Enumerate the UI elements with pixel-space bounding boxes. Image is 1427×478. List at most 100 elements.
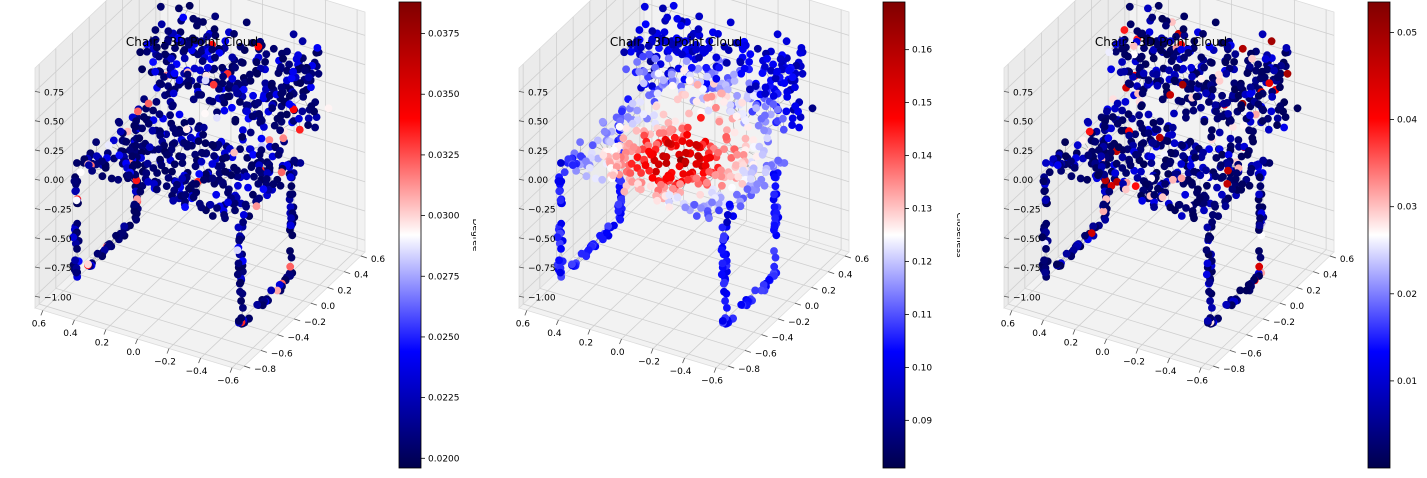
data-point bbox=[1211, 101, 1220, 110]
data-point bbox=[1188, 72, 1196, 81]
data-point bbox=[1083, 117, 1092, 126]
data-point bbox=[155, 52, 163, 61]
data-point bbox=[1148, 13, 1157, 22]
data-point bbox=[741, 116, 750, 125]
data-point bbox=[201, 109, 209, 118]
data-point bbox=[701, 161, 710, 170]
y-tick-mark bbox=[811, 287, 818, 290]
data-point bbox=[1224, 161, 1232, 170]
data-point bbox=[723, 218, 731, 227]
data-point bbox=[1167, 57, 1176, 65]
data-point bbox=[1137, 102, 1146, 111]
z-tick-mark bbox=[518, 120, 525, 123]
data-point bbox=[196, 66, 205, 75]
data-point bbox=[747, 169, 756, 178]
data-point bbox=[257, 134, 266, 143]
chart-panel-degree: Chair - 3D Point Cloud −1.00 −0.75 −0.50 −0… bbox=[0, 0, 476, 478]
z-tick-label: −0.50 bbox=[44, 235, 72, 245]
data-point bbox=[1145, 28, 1154, 36]
data-point bbox=[286, 173, 295, 182]
data-point bbox=[136, 187, 145, 196]
data-point bbox=[125, 146, 134, 155]
data-point bbox=[197, 148, 206, 157]
x-tick-mark bbox=[198, 357, 201, 364]
data-point bbox=[1273, 121, 1281, 129]
data-point bbox=[201, 76, 210, 85]
data-point bbox=[720, 278, 729, 287]
data-point bbox=[1258, 105, 1267, 114]
data-point bbox=[178, 174, 187, 183]
data-point bbox=[736, 202, 745, 211]
gridline bbox=[572, 16, 779, 320]
data-point bbox=[758, 69, 767, 77]
data-point bbox=[175, 129, 184, 138]
data-point bbox=[153, 43, 161, 52]
data-point bbox=[130, 200, 139, 209]
z-tick-mark bbox=[34, 237, 41, 240]
data-point bbox=[203, 32, 211, 41]
data-point bbox=[217, 161, 226, 170]
colorbar-label: Closeness bbox=[954, 212, 960, 257]
data-point bbox=[239, 85, 248, 94]
data-point bbox=[93, 249, 102, 258]
data-point bbox=[739, 166, 747, 175]
data-point bbox=[1149, 139, 1158, 147]
data-point bbox=[628, 178, 636, 186]
data-point bbox=[210, 152, 219, 160]
data-point bbox=[664, 54, 673, 63]
data-point bbox=[285, 92, 294, 100]
data-point bbox=[673, 14, 682, 23]
data-point bbox=[676, 180, 684, 188]
data-point bbox=[739, 110, 747, 118]
data-point bbox=[726, 172, 735, 181]
data-point bbox=[1283, 69, 1292, 78]
data-point bbox=[1242, 286, 1251, 295]
data-point bbox=[248, 39, 257, 47]
data-point bbox=[717, 89, 725, 98]
data-point bbox=[599, 151, 608, 160]
data-point bbox=[609, 171, 617, 180]
data-point bbox=[695, 12, 704, 21]
data-point bbox=[236, 287, 244, 296]
data-point bbox=[246, 128, 255, 137]
data-point bbox=[1251, 110, 1260, 119]
x-tick-mark bbox=[166, 348, 170, 354]
data-point bbox=[155, 79, 164, 88]
data-point bbox=[289, 67, 298, 76]
data-point bbox=[1256, 214, 1264, 223]
data-point bbox=[576, 138, 584, 147]
data-point bbox=[770, 247, 778, 255]
data-point bbox=[672, 34, 681, 43]
data-point bbox=[650, 111, 658, 120]
data-point bbox=[92, 152, 101, 161]
data-point bbox=[295, 114, 303, 123]
data-point bbox=[749, 136, 758, 144]
data-point bbox=[743, 185, 752, 194]
data-point bbox=[1162, 21, 1170, 30]
data-point bbox=[265, 136, 274, 144]
data-point bbox=[198, 57, 207, 65]
data-point bbox=[707, 92, 716, 101]
data-point bbox=[148, 37, 157, 45]
z-tick-label: 0.00 bbox=[528, 176, 548, 186]
data-point bbox=[213, 113, 221, 122]
data-point bbox=[591, 174, 600, 183]
data-point bbox=[739, 151, 748, 159]
data-point bbox=[145, 143, 154, 152]
data-point bbox=[1218, 150, 1227, 159]
data-point bbox=[675, 162, 684, 171]
data-point bbox=[287, 74, 296, 83]
y-axis-ticks: −0.8−0.6−0.4−0.20.00.20.40.6 bbox=[244, 255, 385, 375]
data-point bbox=[760, 181, 769, 190]
data-point bbox=[1122, 43, 1130, 52]
data-point bbox=[770, 221, 779, 230]
x-tick-label: 0.6 bbox=[32, 319, 47, 329]
data-point bbox=[788, 73, 797, 82]
data-point bbox=[738, 42, 747, 51]
data-point bbox=[749, 91, 758, 100]
data-point bbox=[588, 141, 597, 150]
data-point bbox=[766, 110, 775, 119]
data-point bbox=[654, 160, 663, 169]
data-point bbox=[714, 30, 722, 38]
data-point bbox=[1258, 30, 1267, 39]
